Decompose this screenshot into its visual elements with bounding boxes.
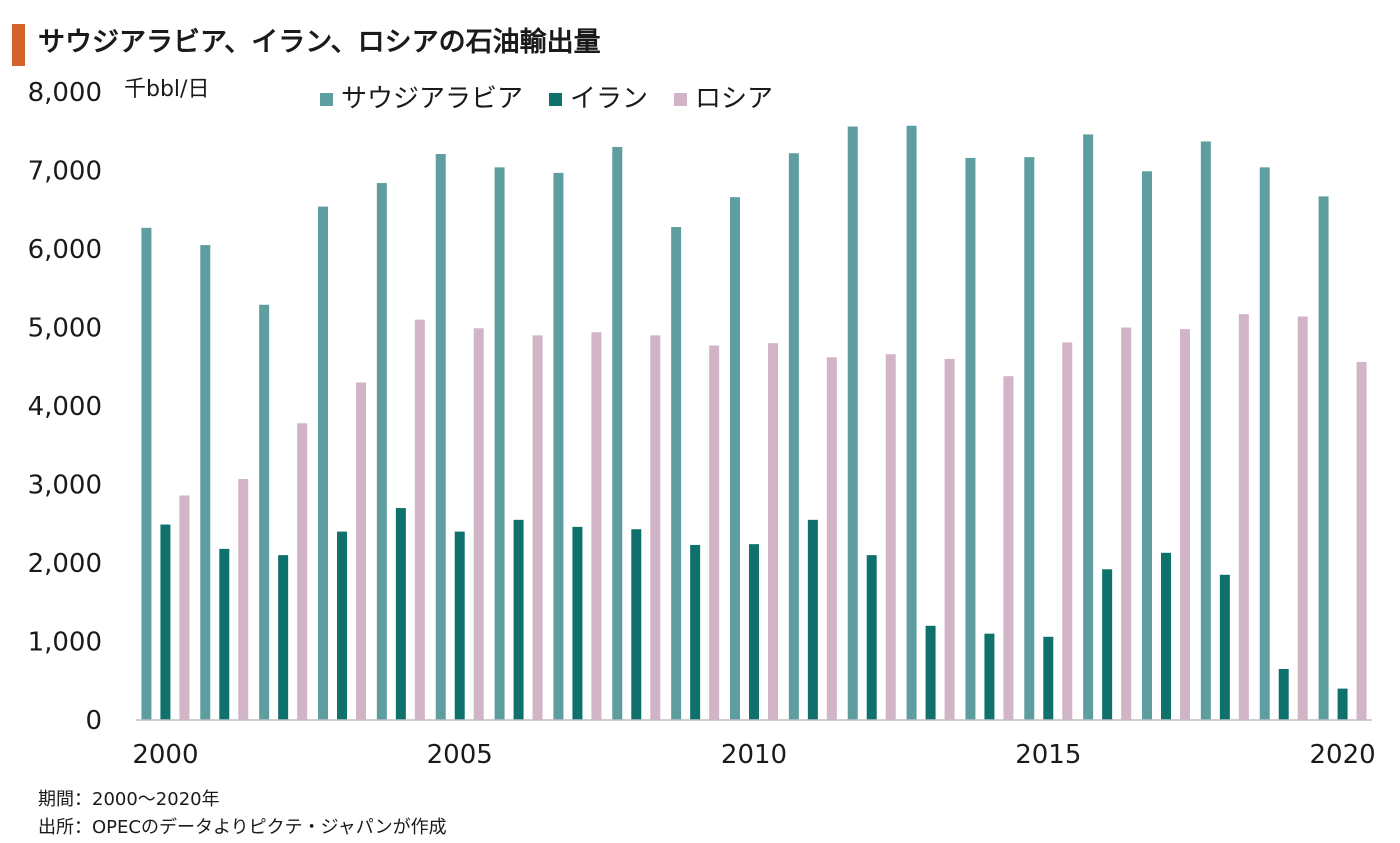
bar-russia <box>1062 342 1073 720</box>
legend-swatch-saudi <box>320 92 333 106</box>
bar-russia <box>1297 316 1308 720</box>
bar-russia <box>944 358 955 720</box>
bar-iran <box>1278 668 1289 720</box>
bar-saudi <box>788 153 799 721</box>
bar-saudi <box>141 227 152 720</box>
bar-russia <box>1238 314 1249 720</box>
bar-saudi <box>906 125 917 720</box>
bar-russia <box>1003 376 1014 720</box>
bar-iran <box>1337 688 1348 720</box>
bar-iran <box>1219 574 1230 720</box>
bar-iran <box>572 526 583 720</box>
bar-saudi <box>376 183 387 720</box>
bar-russia <box>179 495 190 720</box>
bar-saudi <box>200 245 211 720</box>
bar-saudi <box>435 154 446 720</box>
y-tick-label: 2,000 <box>28 549 102 579</box>
unit-label: 千bbl/日 <box>124 77 210 102</box>
bar-iran <box>337 531 347 720</box>
bar-iran <box>866 555 877 720</box>
title-accent-bar <box>12 24 25 66</box>
bar-saudi <box>671 227 682 720</box>
legend: サウジアラビア イラン ロシア <box>320 82 799 116</box>
bar-russia <box>709 345 720 720</box>
legend-item-russia: ロシア <box>674 82 773 116</box>
bar-russia <box>473 328 484 720</box>
bar-russia <box>238 479 249 720</box>
legend-swatch-russia <box>674 92 688 106</box>
legend-label-saudi: サウジアラビア <box>341 84 524 114</box>
x-tick-label: 2010 <box>721 740 787 770</box>
bar-iran <box>395 508 406 720</box>
bar-russia <box>591 332 602 720</box>
bar-iran <box>984 633 995 720</box>
bar-iran <box>631 529 642 720</box>
bar-saudi <box>965 157 976 720</box>
bar-russia <box>650 335 661 720</box>
y-tick-label: 1,000 <box>28 628 102 658</box>
x-tick-label: 2005 <box>427 740 493 770</box>
bar-saudi <box>553 172 564 721</box>
bar-saudi <box>1083 134 1094 720</box>
x-tick-label: 2000 <box>132 740 198 770</box>
y-tick-label: 5,000 <box>28 314 102 344</box>
bar-iran <box>690 544 701 720</box>
bar-iran <box>925 625 936 720</box>
legend-item-iran: イラン <box>549 82 648 116</box>
bar-russia <box>356 382 366 720</box>
bar-saudi <box>494 167 505 721</box>
y-tick-label: 4,000 <box>28 392 102 422</box>
bar-iran <box>1161 552 1171 720</box>
bar-iran <box>1102 569 1113 720</box>
bar-russia <box>826 357 837 720</box>
bar-iran <box>807 519 818 720</box>
chart-notes: 期間：2000～2020年 出所：OPECのデータよりピクテ・ジャパンが作成 <box>38 786 447 842</box>
bar-saudi <box>1200 141 1211 720</box>
y-tick-label: 3,000 <box>28 471 102 501</box>
bar-russia <box>414 319 425 720</box>
bar-russia <box>1121 327 1132 720</box>
y-tick-label: 0 <box>85 706 102 736</box>
bar-iran <box>513 519 524 720</box>
bar-russia <box>885 354 896 720</box>
x-tick-label: 2020 <box>1309 740 1375 770</box>
bar-iran <box>160 524 171 720</box>
x-tick-label: 2015 <box>1015 740 1081 770</box>
bar-saudi <box>847 126 858 721</box>
bar-saudi <box>318 206 328 721</box>
chart-title: サウジアラビア、イラン、ロシアの石油輸出量 <box>38 27 601 58</box>
bar-saudi <box>1142 171 1152 720</box>
bar-iran <box>749 544 759 720</box>
y-tick-label: 7,000 <box>28 157 102 187</box>
bar-russia <box>1356 362 1367 720</box>
legend-label-iran: イラン <box>570 84 649 114</box>
legend-label-russia: ロシア <box>695 84 774 114</box>
bar-iran <box>278 555 289 720</box>
bar-iran <box>219 548 230 720</box>
source-note: 出所：OPECのデータよりピクテ・ジャパンが作成 <box>38 817 447 838</box>
legend-swatch-iran <box>549 92 563 106</box>
bar-saudi <box>259 304 270 720</box>
bar-saudi <box>730 197 740 720</box>
bar-saudi <box>612 146 623 720</box>
bar-iran <box>454 531 465 720</box>
period-note: 期間：2000～2020年 <box>38 789 220 810</box>
bar-saudi <box>1259 167 1270 721</box>
bar-saudi <box>1024 157 1035 720</box>
bar-russia <box>532 335 543 720</box>
bar-saudi <box>1318 196 1329 720</box>
bar-russia <box>1180 329 1190 720</box>
bar-iran <box>1043 636 1054 720</box>
bar-russia <box>768 343 778 720</box>
legend-item-saudi: サウジアラビア <box>320 82 523 116</box>
bar-russia <box>297 423 308 720</box>
y-tick-label: 8,000 <box>28 78 102 108</box>
y-tick-label: 6,000 <box>28 235 102 265</box>
